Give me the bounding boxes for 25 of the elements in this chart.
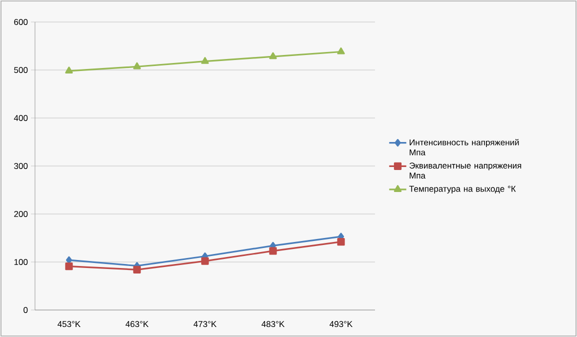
- y-tick-label: 500: [14, 66, 28, 73]
- x-tick-label: 493°K: [330, 321, 353, 328]
- point: [269, 52, 277, 60]
- point: [201, 257, 209, 265]
- y-tick-label: 0: [24, 306, 28, 314]
- y-tick-label: 200: [14, 210, 28, 217]
- point: [337, 47, 345, 54]
- legend-label: Эквивалентные напряжения Мпа: [410, 162, 522, 179]
- x-tick-label: 463°K: [126, 321, 149, 328]
- y-tick-label: 300: [14, 162, 28, 170]
- point: [201, 57, 209, 64]
- legend-label: Температура на выходе °К: [409, 186, 516, 194]
- point: [65, 262, 73, 270]
- x-tick-label: 473°K: [194, 321, 217, 328]
- point: [133, 62, 141, 70]
- y-tick-label: 600: [14, 18, 28, 25]
- point: [337, 238, 345, 246]
- x-tick-label: 453°K: [58, 321, 81, 328]
- x-tick-label: 483°K: [262, 321, 285, 328]
- y-tick-label: 100: [14, 258, 28, 266]
- legend-label: Интенсивность напряжений Мпа: [410, 139, 519, 156]
- point: [269, 247, 277, 255]
- point: [65, 66, 73, 74]
- y-tick-label: 400: [14, 114, 28, 122]
- point: [133, 266, 141, 274]
